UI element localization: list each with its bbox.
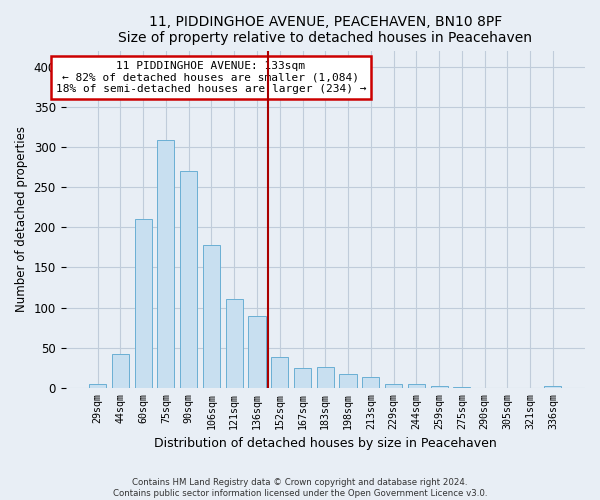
Bar [180,171,197,388]
Bar [385,384,402,388]
Bar [157,140,175,388]
Bar [340,374,356,388]
Bar [203,245,220,388]
Bar [544,386,562,388]
Bar [294,368,311,388]
Bar [134,219,152,388]
Y-axis label: Number of detached properties: Number of detached properties [15,126,28,312]
Bar [317,367,334,388]
Bar [248,316,266,388]
Text: 11 PIDDINGHOE AVENUE: 133sqm
← 82% of detached houses are smaller (1,084)
18% of: 11 PIDDINGHOE AVENUE: 133sqm ← 82% of de… [56,60,366,94]
Bar [431,386,448,388]
Bar [89,384,106,388]
X-axis label: Distribution of detached houses by size in Peacehaven: Distribution of detached houses by size … [154,437,497,450]
Title: 11, PIDDINGHOE AVENUE, PEACEHAVEN, BN10 8PF
Size of property relative to detache: 11, PIDDINGHOE AVENUE, PEACEHAVEN, BN10 … [118,15,532,45]
Bar [112,354,129,388]
Bar [408,384,425,388]
Bar [362,376,379,388]
Bar [271,358,288,388]
Text: Contains HM Land Registry data © Crown copyright and database right 2024.
Contai: Contains HM Land Registry data © Crown c… [113,478,487,498]
Bar [453,387,470,388]
Bar [226,300,243,388]
